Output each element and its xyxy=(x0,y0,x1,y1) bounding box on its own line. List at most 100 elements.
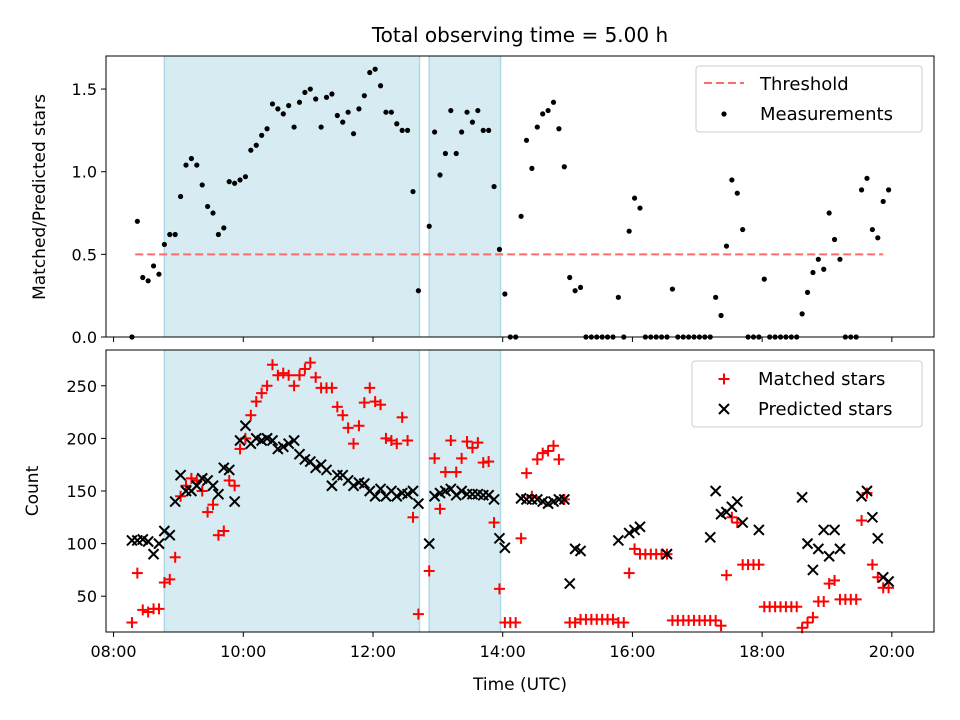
measurement-point xyxy=(453,150,459,157)
measurement-point xyxy=(615,294,621,300)
x-tick-label: 10:00 xyxy=(220,642,266,661)
predicted-star-point xyxy=(634,521,646,533)
top-y-tick-label: 0.5 xyxy=(72,245,97,264)
bottom-legend-box xyxy=(691,360,923,428)
matched-star-point xyxy=(445,434,457,446)
measurement-point xyxy=(831,236,838,243)
measurement-point xyxy=(313,96,319,102)
predicted-stars-legend-marker xyxy=(718,403,730,415)
matched-star-point xyxy=(304,357,316,369)
matched-star-point xyxy=(348,438,360,450)
predicted-star-point xyxy=(277,441,289,453)
measurement-point xyxy=(880,198,886,205)
measurement-point xyxy=(226,179,232,185)
matched-star-point xyxy=(623,567,635,579)
predicted-star-point xyxy=(191,480,203,492)
measurement-point xyxy=(869,226,875,233)
matched-star-point xyxy=(429,452,441,464)
measurement-point xyxy=(567,274,573,281)
predicted-star-point xyxy=(239,420,252,432)
matched-star-point xyxy=(185,472,197,484)
matched-star-point xyxy=(439,466,451,478)
predicted-star-point xyxy=(212,488,225,500)
predicted-star-point xyxy=(423,537,435,550)
measurement-point xyxy=(837,256,843,262)
predicted-star-point xyxy=(709,485,722,497)
predicted-star-point xyxy=(223,464,235,476)
x-tick-label: 12:00 xyxy=(350,642,396,661)
measurement-point xyxy=(145,278,151,284)
predicted-star-point xyxy=(818,524,830,536)
matched-star-point xyxy=(380,432,392,444)
predicted-star-point xyxy=(374,483,387,495)
predicted-star-point xyxy=(320,464,333,476)
bottom-panel: 50 100 150 200 250 08:00 10:00 12:00 14:00 16:00… xyxy=(23,349,935,695)
matched-star-point xyxy=(461,436,473,448)
predicted-star-point xyxy=(347,480,360,492)
x-tick-label: 20:00 xyxy=(869,642,915,661)
measurement-point xyxy=(188,155,194,162)
predicted-star-point xyxy=(326,480,338,492)
predicted-stars-legend-glyph xyxy=(718,403,730,415)
measurement-point xyxy=(864,175,870,181)
predicted-stars-legend-label: Predicted stars xyxy=(758,399,892,420)
matched-star-point xyxy=(288,380,300,392)
predicted-star-point xyxy=(169,495,181,508)
measurement-point xyxy=(232,180,238,186)
measurement-point xyxy=(550,99,557,105)
predicted-star-point xyxy=(407,485,419,497)
measurements-legend-marker xyxy=(721,111,727,117)
bottom-y-tick-label: 150 xyxy=(66,482,97,501)
measurement-point xyxy=(561,164,567,170)
matched-star-point xyxy=(250,396,262,408)
measurement-point xyxy=(502,291,508,297)
measurement-point xyxy=(221,225,227,231)
measurement-point xyxy=(394,121,400,127)
measurement-point xyxy=(886,187,892,193)
measurement-point xyxy=(448,107,454,114)
predicted-star-point xyxy=(207,480,219,492)
matched-star-point xyxy=(456,452,468,464)
matched-star-point xyxy=(483,456,495,468)
top-panel-frame xyxy=(105,55,935,338)
predicted-star-point xyxy=(628,524,641,536)
matched-stars-legend-label: Matched stars xyxy=(758,369,885,390)
matched-star-point xyxy=(548,440,560,452)
predicted-star-point xyxy=(564,577,576,590)
measurement-point xyxy=(723,243,730,249)
x-axis-label: Time (UTC) xyxy=(472,675,567,695)
measurement-point xyxy=(275,106,281,112)
bottom-panel-frame xyxy=(105,349,935,633)
measurement-point xyxy=(475,107,481,114)
top-panel: 0.0 0.5 1.0 1.5 Threshold Measurements Matc… xyxy=(30,55,935,347)
predicted-star-point xyxy=(796,491,808,504)
predicted-star-point xyxy=(861,485,873,497)
measurement-point xyxy=(156,271,162,277)
predicted-star-point xyxy=(828,524,841,536)
matched-star-point xyxy=(131,567,143,579)
matched-star-point xyxy=(872,571,884,583)
predicted-star-point xyxy=(153,537,165,550)
measurement-point xyxy=(383,109,389,115)
matched-star-point xyxy=(331,401,343,413)
measurement-point xyxy=(150,263,157,269)
measurement-point xyxy=(177,193,184,200)
measurement-point xyxy=(486,127,492,133)
measurement-point xyxy=(469,119,476,125)
measurement-point xyxy=(761,276,767,282)
measurement-point xyxy=(259,132,265,138)
matched-star-point xyxy=(175,490,187,502)
measurement-point xyxy=(631,195,638,201)
measurement-point xyxy=(810,269,816,276)
measurement-point xyxy=(242,174,249,180)
matched-star-point xyxy=(169,551,181,563)
matched-star-point xyxy=(531,453,543,465)
predicted-star-point xyxy=(142,535,154,548)
matched-star-point xyxy=(850,593,862,605)
x-tick-label: 16:00 xyxy=(609,642,655,661)
measurement-point xyxy=(637,205,643,211)
predicted-star-point xyxy=(558,493,571,506)
predicted-star-point xyxy=(369,490,381,502)
measurement-point xyxy=(167,231,173,238)
